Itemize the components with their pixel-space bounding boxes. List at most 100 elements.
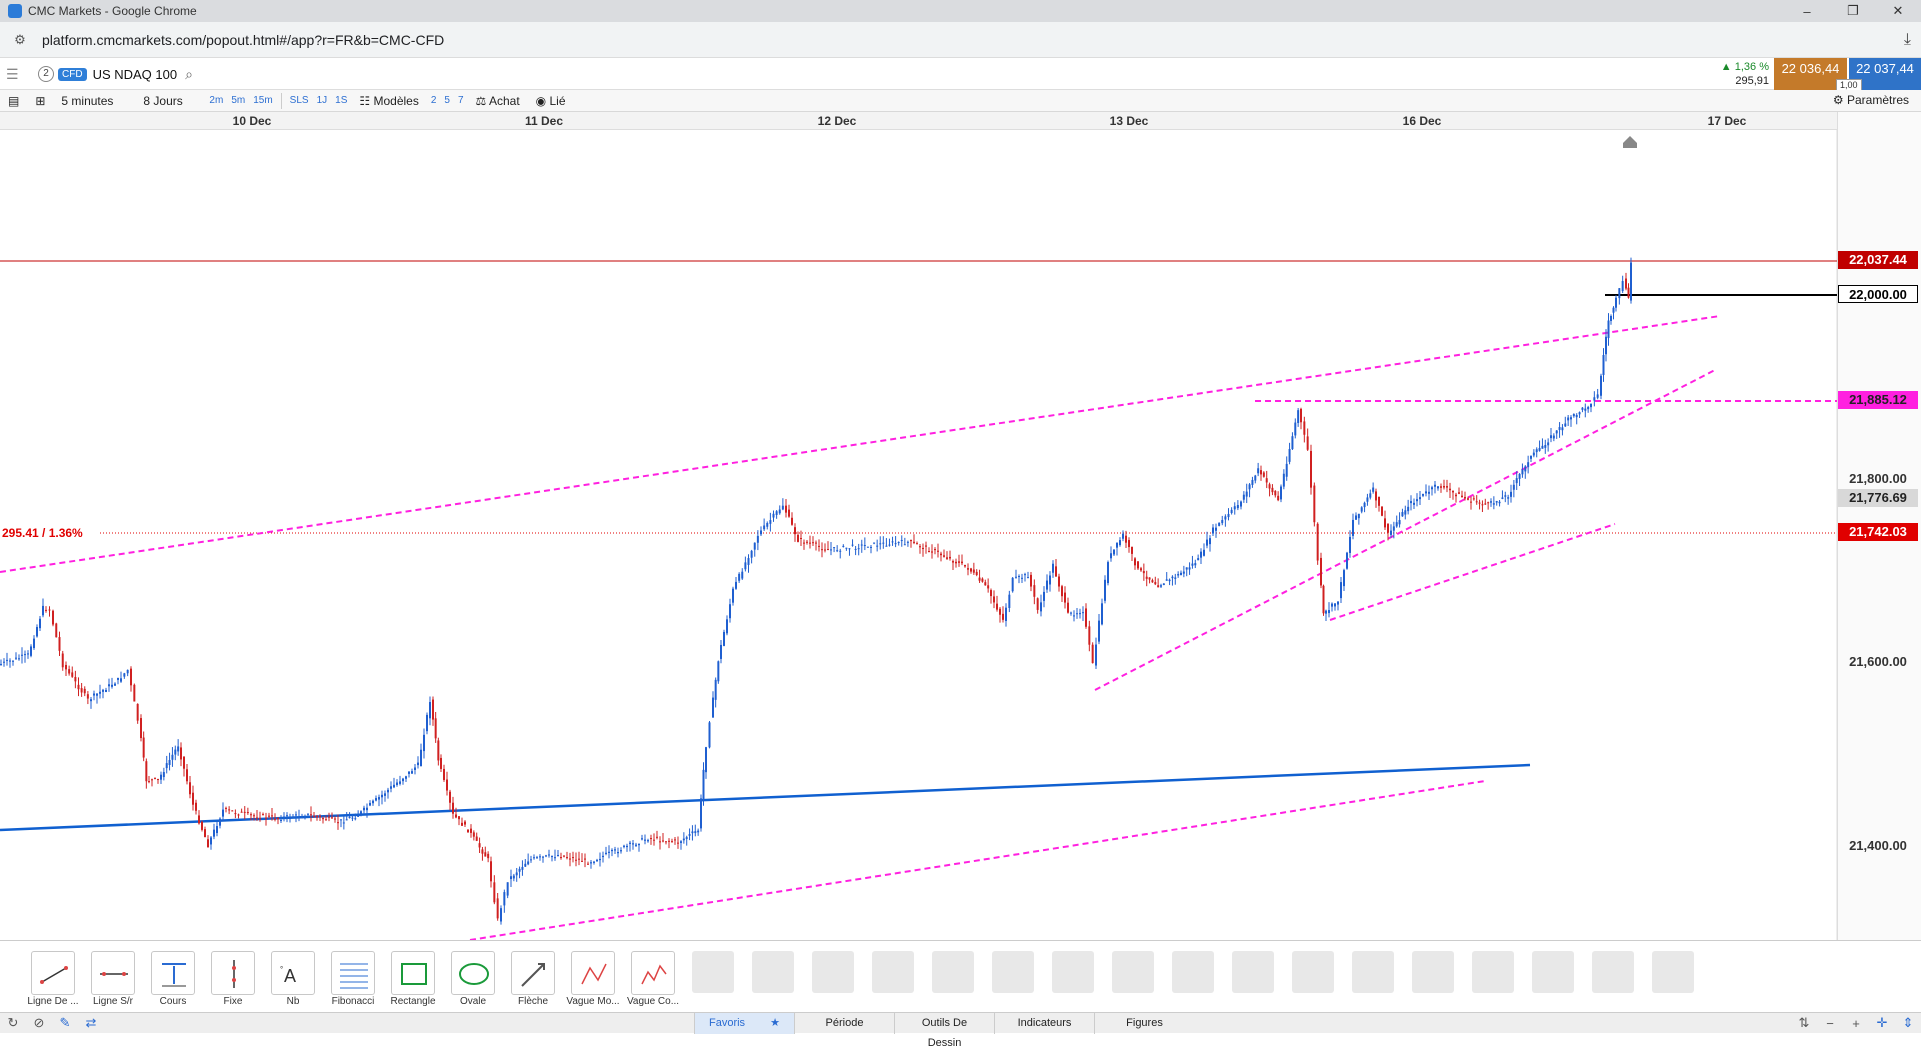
fit-icon[interactable]: ⇕ — [1902, 1015, 1914, 1030]
sell-price-button[interactable]: 22 036,44 — [1774, 58, 1847, 90]
empty-tool-slot[interactable] — [752, 951, 794, 993]
candle-body — [1055, 566, 1057, 577]
empty-tool-slot[interactable] — [1532, 951, 1574, 993]
empty-tool-slot[interactable] — [1472, 951, 1514, 993]
candle-body — [1621, 281, 1624, 292]
buy-label: Achat — [488, 93, 520, 108]
scale-icon[interactable]: ⇅ — [1798, 1015, 1810, 1030]
sr-line-tool-button[interactable] — [91, 951, 135, 995]
candle-body — [1422, 493, 1424, 496]
tab-indicators[interactable]: Indicateurs — [994, 1012, 1094, 1034]
zoom-in-icon[interactable]: + — [1852, 1015, 1860, 1031]
text-tool-button[interactable]: A ° — [271, 951, 315, 995]
download-icon[interactable]: ⤓ — [1903, 31, 1911, 48]
maximize-button[interactable]: ❐ — [1847, 3, 1859, 18]
interval-15m[interactable]: 15m — [253, 95, 273, 106]
arrow-tool-button[interactable] — [511, 951, 555, 995]
candle-body — [1446, 486, 1448, 488]
interval-5m[interactable]: 5m — [231, 95, 246, 106]
candle-body — [1615, 297, 1617, 308]
range-1s[interactable]: 1S — [335, 95, 348, 106]
close-button[interactable]: ✕ — [1892, 3, 1904, 18]
candle-body — [1538, 447, 1541, 451]
search-icon[interactable]: ⌕ — [185, 65, 193, 82]
settings-button[interactable]: ⚙ Paramètres — [1833, 93, 1909, 107]
candle-body — [1487, 502, 1490, 504]
empty-tool-slot[interactable] — [1052, 951, 1094, 993]
wave-co-tool-button[interactable] — [631, 951, 675, 995]
instrument-selector[interactable]: 2 CFD US NDAQ 100 ⌕ — [38, 63, 193, 85]
candle-body — [345, 819, 348, 821]
empty-tool-slot[interactable] — [1412, 951, 1454, 993]
pencil-icon[interactable]: ✎ — [59, 1015, 71, 1030]
range-1j[interactable]: 1J — [316, 95, 328, 106]
buy-button[interactable]: ⚖ Achat — [468, 94, 528, 108]
fixed-tool-button[interactable] — [211, 951, 255, 995]
minimize-button[interactable]: – — [1803, 3, 1811, 19]
layout-icon[interactable]: ⊞ — [35, 93, 46, 108]
interval-2m[interactable]: 2m — [209, 95, 224, 106]
empty-tool-slot[interactable] — [812, 951, 854, 993]
interval-select[interactable]: 5 minutes — [61, 93, 114, 108]
wave-tool-button[interactable] — [571, 951, 615, 995]
tab-figures[interactable]: Figures — [1094, 1012, 1194, 1034]
empty-tool-slot[interactable] — [932, 951, 974, 993]
zoom-out-icon[interactable]: − — [1826, 1015, 1834, 1031]
candle-body — [123, 673, 126, 677]
candle-body — [891, 541, 894, 543]
trend-line-lower[interactable] — [469, 780, 1486, 940]
blue-trend-line[interactable] — [0, 763, 1531, 832]
wave-co-icon — [641, 964, 667, 985]
candle-body — [1605, 336, 1607, 355]
empty-tool-slot[interactable] — [872, 951, 914, 993]
candle-body — [1271, 487, 1274, 493]
layout-7[interactable]: 7 — [457, 95, 464, 106]
trend-line-support[interactable] — [1094, 369, 1716, 691]
candle-body — [1440, 486, 1442, 488]
oval-tool-button[interactable] — [451, 951, 495, 995]
url-text[interactable]: platform.cmcmarkets.com/popout.html#/app… — [42, 31, 445, 48]
chart-type-icon[interactable]: ▤ — [8, 93, 20, 108]
candle-body — [183, 756, 185, 769]
tab-favoris[interactable]: Favoris ★ — [694, 1012, 794, 1034]
trend-line-inner[interactable] — [1329, 523, 1616, 621]
candle-body — [885, 545, 888, 547]
candle-body — [708, 722, 711, 748]
move-icon[interactable]: ⇄ — [85, 1015, 97, 1030]
empty-tool-slot[interactable] — [1172, 951, 1214, 993]
price-chart[interactable] — [0, 130, 1921, 940]
empty-tool-slot[interactable] — [1652, 951, 1694, 993]
site-info-icon[interactable]: ⚙ — [14, 31, 26, 47]
candle-body — [1280, 486, 1282, 500]
change-points: 295,91 — [1735, 75, 1769, 87]
empty-tool-slot[interactable] — [1352, 951, 1394, 993]
candle-body — [21, 654, 23, 656]
tab-periode[interactable]: Période — [794, 1012, 894, 1034]
price-tool-button[interactable] — [151, 951, 195, 995]
empty-tool-slot[interactable] — [1112, 951, 1154, 993]
candle-body — [870, 546, 872, 548]
empty-tool-slot[interactable] — [1292, 951, 1334, 993]
menu-icon[interactable]: ☰ — [6, 66, 19, 82]
empty-tool-slot[interactable] — [992, 951, 1034, 993]
layout-5[interactable]: 5 — [444, 95, 450, 106]
block-icon[interactable]: ⊘ — [33, 1015, 45, 1030]
crosshair-icon[interactable]: ✛ — [1876, 1015, 1888, 1030]
rectangle-tool-button[interactable] — [391, 951, 435, 995]
candle-body — [458, 816, 460, 820]
scroll-marker-icon[interactable] — [1623, 136, 1637, 148]
models-button[interactable]: ☷ Modèles — [351, 94, 426, 108]
candle-body — [688, 834, 691, 836]
range-select[interactable]: 8 Jours — [143, 93, 183, 108]
range-sls[interactable]: SLS — [289, 95, 309, 106]
empty-tool-slot[interactable] — [692, 951, 734, 993]
line-tool-button[interactable] — [31, 951, 75, 995]
tab-drawing-tools[interactable]: Outils De Dessin — [894, 1012, 994, 1049]
empty-tool-slot[interactable] — [1592, 951, 1634, 993]
candle-body — [1174, 577, 1177, 579]
empty-tool-slot[interactable] — [1232, 951, 1274, 993]
linked-button[interactable]: ◉ Lié — [528, 94, 574, 108]
fibonacci-tool-button[interactable] — [331, 951, 375, 995]
refresh-icon[interactable]: ↻ — [7, 1015, 19, 1030]
layout-2[interactable]: 2 — [430, 95, 437, 106]
